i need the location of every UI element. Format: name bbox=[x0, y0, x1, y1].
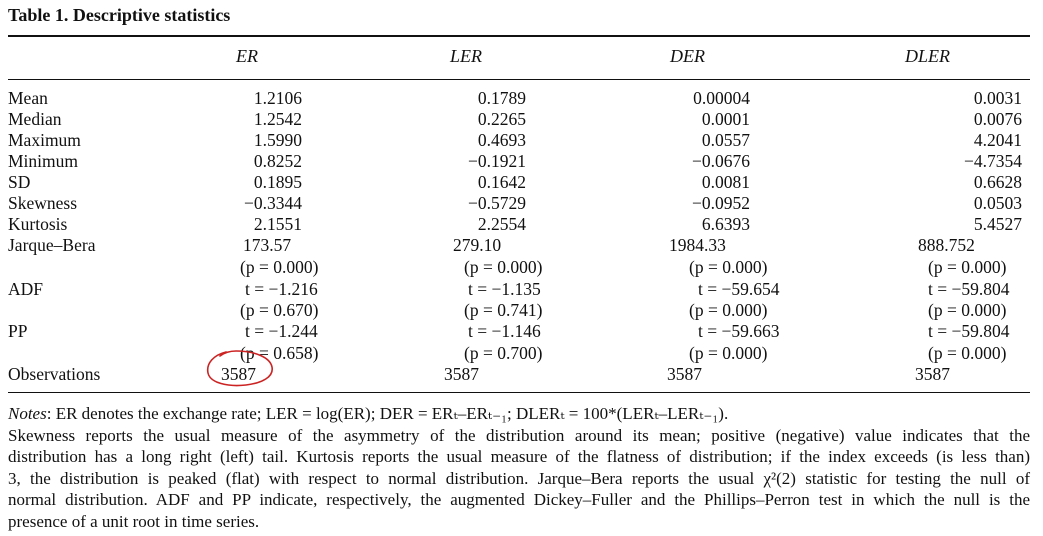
cell: 5.4527 bbox=[973, 214, 1022, 234]
cell: (p = 0.000) bbox=[689, 257, 768, 277]
cell: 0.0031 bbox=[973, 88, 1022, 108]
cell: 1.2106 bbox=[253, 88, 302, 108]
cell: 0.0076 bbox=[973, 109, 1022, 129]
cell: t = −1.216 bbox=[245, 279, 318, 299]
cell: −0.3344 bbox=[244, 193, 302, 213]
column-header-ler: LER bbox=[450, 46, 483, 66]
cell: (p = 0.000) bbox=[928, 300, 1007, 320]
cell: 1.5990 bbox=[253, 130, 302, 150]
row-label: Kurtosis bbox=[8, 214, 68, 234]
cell: −0.5729 bbox=[468, 193, 526, 213]
table-row-kurtosis: Kurtosis 2.1551 2.2554 6.6393 5.4527 bbox=[0, 214, 1043, 235]
row-label: ADF bbox=[8, 279, 44, 299]
table-row-pp: PP t = −1.244 t = −1.146 t = −59.663 t =… bbox=[0, 321, 1043, 342]
row-label: Minimum bbox=[8, 151, 79, 171]
cell: t = −1.146 bbox=[468, 321, 541, 341]
cell: 0.6628 bbox=[973, 172, 1022, 192]
cell: (p = 0.670) bbox=[240, 300, 319, 320]
cell: 0.0001 bbox=[701, 109, 750, 129]
cell: 279.10 bbox=[453, 235, 502, 255]
row-label: Skewness bbox=[8, 193, 78, 213]
top-rule bbox=[8, 35, 1030, 37]
cell: −0.1921 bbox=[468, 151, 526, 171]
cell: −4.7354 bbox=[964, 151, 1022, 171]
cell: −0.0676 bbox=[692, 151, 750, 171]
table-row-maximum: Maximum 1.5990 0.4693 0.0557 4.2041 bbox=[0, 130, 1043, 151]
notes-definitions-text: : ER denotes the exchange rate; LER = lo… bbox=[46, 404, 729, 423]
cell: (p = 0.000) bbox=[689, 343, 768, 363]
cell: 0.0503 bbox=[973, 193, 1022, 213]
cell: 0.0557 bbox=[701, 130, 750, 150]
table-notes: Notes: ER denotes the exchange rate; LER… bbox=[8, 403, 1030, 532]
cell: 0.1642 bbox=[477, 172, 526, 192]
cell: 173.57 bbox=[243, 235, 292, 255]
cell: 0.0081 bbox=[701, 172, 750, 192]
cell: 0.1789 bbox=[477, 88, 526, 108]
cell: t = −1.244 bbox=[245, 321, 318, 341]
cell: t = −1.135 bbox=[468, 279, 541, 299]
row-label: Mean bbox=[8, 88, 48, 108]
cell: (p = 0.741) bbox=[464, 300, 543, 320]
cell: 3587 bbox=[915, 364, 950, 384]
table-row-jarque-bera-p: (p = 0.000) (p = 0.000) (p = 0.000) (p =… bbox=[0, 257, 1043, 278]
cell: 888.752 bbox=[918, 235, 975, 255]
table-row-mean: Mean 1.2106 0.1789 0.00004 0.0031 bbox=[0, 88, 1043, 109]
column-header-dler: DLER bbox=[905, 46, 950, 66]
cell: (p = 0.000) bbox=[928, 343, 1007, 363]
cell: 3587 bbox=[221, 364, 256, 384]
cell: 0.8252 bbox=[253, 151, 302, 171]
cell: 0.00004 bbox=[693, 88, 750, 108]
row-label: SD bbox=[8, 172, 31, 192]
table-row-jarque-bera: Jarque–Bera 173.57 279.10 1984.33 888.75… bbox=[0, 235, 1043, 256]
bottom-rule bbox=[8, 392, 1030, 393]
cell: (p = 0.700) bbox=[464, 343, 543, 363]
notes-line: 3, the distribution is peaked (flat) wit… bbox=[8, 468, 1030, 488]
cell: 1984.33 bbox=[669, 235, 726, 255]
column-header-der: DER bbox=[670, 46, 705, 66]
table-row-sd: SD 0.1895 0.1642 0.0081 0.6628 bbox=[0, 172, 1043, 193]
row-label: PP bbox=[8, 321, 28, 341]
cell: (p = 0.658) bbox=[240, 343, 319, 363]
cell: 0.2265 bbox=[477, 109, 526, 129]
table-row-median: Median 1.2542 0.2265 0.0001 0.0076 bbox=[0, 109, 1043, 130]
notes-line: Skewness reports the usual measure of th… bbox=[8, 425, 1030, 445]
row-label: Jarque–Bera bbox=[8, 235, 96, 255]
notes-label: Notes bbox=[8, 404, 47, 423]
row-label: Maximum bbox=[8, 130, 81, 150]
table-row-adf: ADF t = −1.216 t = −1.135 t = −59.654 t … bbox=[0, 279, 1043, 300]
cell: (p = 0.000) bbox=[928, 257, 1007, 277]
cell: 1.2542 bbox=[253, 109, 302, 129]
cell: t = −59.804 bbox=[928, 279, 1010, 299]
cell: 0.4693 bbox=[477, 130, 526, 150]
column-header-er: ER bbox=[236, 46, 258, 66]
cell: 3587 bbox=[444, 364, 479, 384]
table-row-pp-p: (p = 0.658) (p = 0.700) (p = 0.000) (p =… bbox=[0, 343, 1043, 364]
notes-line: distribution has a long right (left) tai… bbox=[8, 447, 1030, 466]
cell: t = −59.654 bbox=[698, 279, 780, 299]
cell: (p = 0.000) bbox=[240, 257, 319, 277]
row-label: Observations bbox=[8, 364, 101, 384]
cell: (p = 0.000) bbox=[464, 257, 543, 277]
row-label: Median bbox=[8, 109, 62, 129]
cell: 4.2041 bbox=[973, 130, 1022, 150]
table-row-observations: Observations 3587 3587 3587 3587 bbox=[0, 364, 1043, 385]
notes-line: normal distribution. ADF and PP indicate… bbox=[8, 490, 1030, 509]
notes-line: presence of a unit root in time series. bbox=[8, 511, 260, 531]
cell: t = −59.804 bbox=[928, 321, 1010, 341]
cell: 3587 bbox=[667, 364, 702, 384]
cell: (p = 0.000) bbox=[689, 300, 768, 320]
cell: 2.2554 bbox=[477, 214, 526, 234]
notes-definitions: Notes: ER denotes the exchange rate; LER… bbox=[8, 403, 1030, 425]
table-title: Table 1. Descriptive statistics bbox=[8, 5, 231, 25]
cell: 2.1551 bbox=[253, 214, 302, 234]
header-rule bbox=[8, 79, 1030, 80]
table-row-skewness: Skewness −0.3344 −0.5729 −0.0952 0.0503 bbox=[0, 193, 1043, 214]
table-row-adf-p: (p = 0.670) (p = 0.741) (p = 0.000) (p =… bbox=[0, 300, 1043, 321]
cell: 0.1895 bbox=[253, 172, 302, 192]
cell: t = −59.663 bbox=[698, 321, 780, 341]
cell: −0.0952 bbox=[692, 193, 750, 213]
cell: 6.6393 bbox=[701, 214, 750, 234]
table-row-minimum: Minimum 0.8252 −0.1921 −0.0676 −4.7354 bbox=[0, 151, 1043, 172]
